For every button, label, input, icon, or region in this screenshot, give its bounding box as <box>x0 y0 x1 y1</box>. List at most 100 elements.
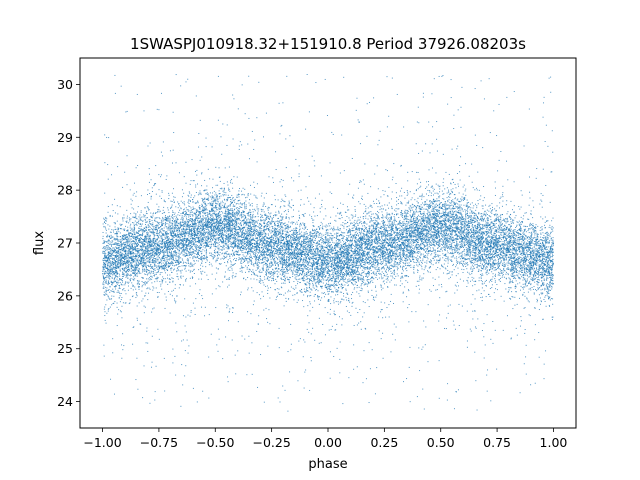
data-point <box>217 245 219 247</box>
data-point <box>307 245 309 247</box>
data-point <box>424 223 426 225</box>
data-point <box>445 214 447 216</box>
data-point <box>197 260 199 262</box>
data-point <box>347 266 349 268</box>
data-point <box>259 250 261 252</box>
data-point <box>473 262 475 264</box>
data-point <box>374 229 376 231</box>
data-point <box>267 221 269 223</box>
data-point <box>155 227 157 229</box>
data-point <box>409 225 411 227</box>
data-point <box>414 232 416 234</box>
data-point <box>247 242 249 244</box>
data-point <box>409 231 411 233</box>
data-point <box>382 357 384 359</box>
data-point <box>185 280 187 282</box>
data-point <box>193 227 195 229</box>
data-point <box>303 225 305 227</box>
data-point <box>524 295 526 297</box>
data-point <box>266 237 268 239</box>
data-point <box>386 195 388 197</box>
data-point <box>232 238 234 240</box>
data-point <box>109 269 111 271</box>
data-point <box>358 252 360 254</box>
data-point <box>336 285 338 287</box>
data-point <box>463 218 465 220</box>
data-point <box>206 220 208 222</box>
data-point <box>337 246 339 248</box>
data-point <box>140 218 142 220</box>
data-point <box>536 277 538 279</box>
data-point <box>185 262 187 264</box>
data-point <box>506 213 508 215</box>
data-point <box>148 277 150 279</box>
data-point <box>432 126 434 128</box>
data-point <box>292 273 294 275</box>
data-point <box>502 259 504 261</box>
data-point <box>155 217 157 219</box>
data-point <box>522 221 524 223</box>
data-point <box>452 231 454 233</box>
data-point <box>391 243 393 245</box>
data-point <box>418 211 420 213</box>
data-point <box>360 246 362 248</box>
data-point <box>432 226 434 228</box>
data-point <box>341 291 343 293</box>
data-point <box>406 235 408 237</box>
data-point <box>109 251 111 253</box>
data-point <box>486 231 488 233</box>
data-point <box>196 401 198 403</box>
data-point <box>458 227 460 229</box>
data-point <box>427 254 429 256</box>
data-point <box>339 218 341 220</box>
data-point <box>472 294 474 296</box>
data-point <box>356 267 358 269</box>
data-point <box>329 273 330 275</box>
data-point <box>498 236 500 238</box>
data-point <box>200 230 202 232</box>
data-point <box>400 258 402 260</box>
data-point <box>399 265 401 267</box>
data-point <box>190 230 192 232</box>
data-point <box>479 237 481 239</box>
data-point <box>323 243 325 245</box>
data-point <box>399 262 401 264</box>
data-point <box>263 228 265 230</box>
data-point <box>448 214 450 216</box>
data-point <box>461 233 463 235</box>
data-point <box>434 228 436 230</box>
data-point <box>251 205 253 207</box>
data-point <box>231 339 233 341</box>
data-point <box>142 243 144 245</box>
data-point <box>355 260 357 262</box>
data-point <box>373 217 375 219</box>
data-point <box>313 278 315 280</box>
data-point <box>427 210 429 212</box>
data-point <box>193 207 195 209</box>
data-point <box>308 250 310 252</box>
data-point <box>513 205 515 207</box>
data-point <box>118 309 120 311</box>
data-point <box>404 255 406 257</box>
data-point <box>314 237 316 239</box>
data-point <box>337 212 339 214</box>
data-point <box>384 246 385 248</box>
data-point <box>216 241 218 243</box>
data-point <box>235 244 237 246</box>
data-point <box>444 207 446 209</box>
data-point <box>244 238 246 240</box>
data-point <box>165 245 167 247</box>
data-point <box>398 222 400 224</box>
data-point <box>377 217 379 219</box>
data-point <box>396 233 398 235</box>
data-point <box>279 293 281 295</box>
data-point <box>178 222 180 224</box>
data-point <box>368 274 370 276</box>
data-point <box>211 218 213 220</box>
data-point <box>216 208 218 210</box>
data-point <box>361 237 363 239</box>
data-point <box>450 212 452 214</box>
data-point <box>103 284 105 286</box>
data-point <box>528 254 530 256</box>
data-point <box>282 238 284 240</box>
